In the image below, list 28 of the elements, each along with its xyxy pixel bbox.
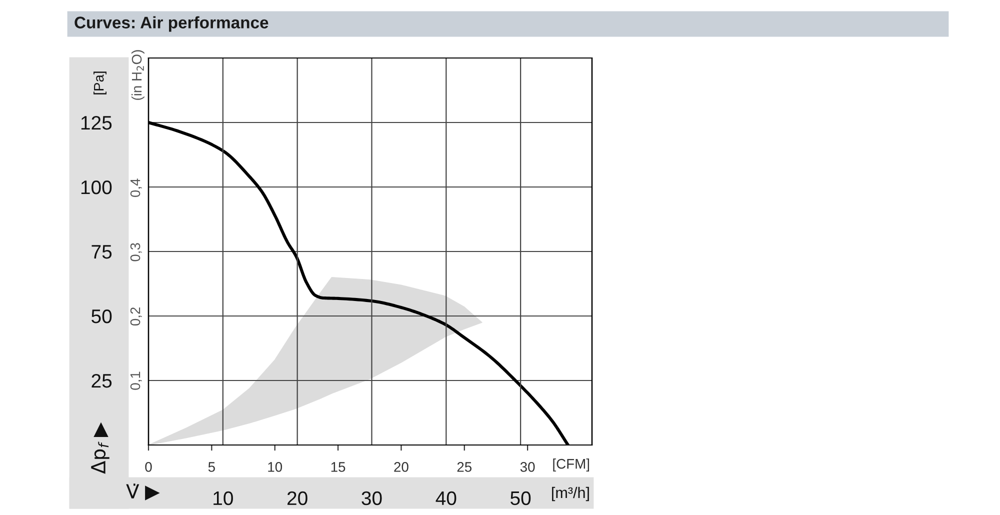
x2-tick-label: 10 — [214, 491, 233, 506]
x2-tick-label: 30 — [362, 491, 382, 506]
y-tick-label: 75 — [92, 245, 112, 259]
chart-title: Curves: Air performance — [74, 16, 268, 32]
y-tick-label: 50 — [92, 309, 112, 324]
x2-tick-label: 50 — [510, 491, 531, 506]
y-axis-title: [Pa] — [94, 72, 106, 94]
y2-axis-title: (in H$_{2}$O) — [131, 50, 144, 100]
y2-tick-label: 0,1 — [130, 372, 142, 390]
y-tick-label: 125 — [81, 116, 112, 130]
x-tick-label: 10 — [268, 462, 282, 472]
y2-tick-label: 0,4 — [130, 178, 142, 197]
x-tick-label: 0 — [145, 462, 152, 472]
x-tick-label: 5 — [208, 462, 215, 472]
y2-tick-label: 0,3 — [130, 243, 142, 262]
y-tick-label: 25 — [92, 374, 112, 388]
x2-axis-title: [m³/h] — [552, 486, 589, 502]
x2-tick-label: 20 — [287, 491, 308, 506]
x-axis-title: [CFM] — [553, 458, 590, 472]
x-tick-label: 15 — [331, 462, 346, 472]
x2-tick-label: 40 — [436, 491, 456, 506]
y2-tick-label: 0,2 — [130, 307, 142, 326]
text: Δp$_{f}$ — [91, 442, 110, 474]
x-tick-label: 25 — [457, 462, 472, 472]
x-tick-label: 20 — [394, 462, 408, 472]
x-tick-label: 30 — [520, 462, 535, 472]
y-tick-label: 100 — [81, 180, 112, 194]
text: V̇ — [126, 484, 140, 498]
